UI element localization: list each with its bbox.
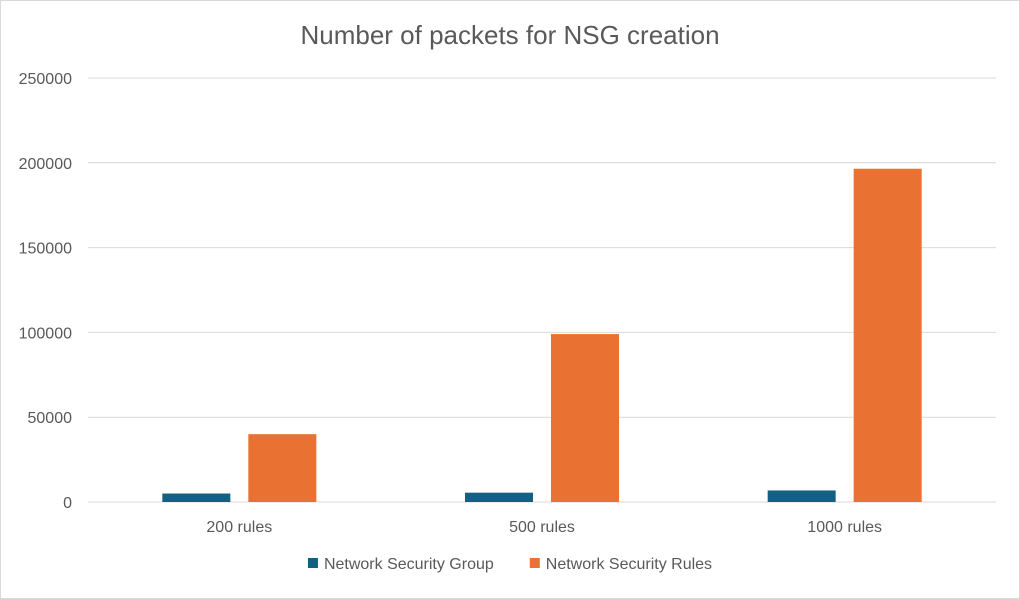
y-tick-label: 250000 — [19, 71, 72, 88]
legend-item-network-security-group[interactable]: Network Security Group — [307, 556, 494, 573]
legend-swatch — [529, 558, 540, 568]
bar-network-security-group-1000-rules — [767, 490, 836, 502]
legend-item-network-security-rules[interactable]: Network Security Rules — [529, 556, 712, 573]
x-tick-label: 200 rules — [206, 519, 272, 536]
chart-title: Number of packets for NSG creation — [300, 20, 719, 50]
bars — [162, 168, 922, 502]
gridlines — [88, 77, 996, 503]
y-axis-ticks: 0 50000 100000 150000 200000 250000 — [19, 71, 72, 512]
legend-label: Network Security Rules — [546, 556, 712, 573]
bar-network-security-rules-500-rules — [551, 334, 619, 502]
x-tick-label: 1000 rules — [807, 519, 882, 536]
legend[interactable]: Network Security Group Network Security R… — [307, 556, 712, 573]
legend-swatch — [307, 558, 318, 568]
x-tick-label: 500 rules — [509, 519, 575, 536]
bar-network-security-rules-1000-rules — [853, 168, 922, 502]
bar-network-security-rules-200-rules — [248, 434, 317, 502]
y-tick-label: 200000 — [19, 156, 72, 173]
bar-network-security-group-200-rules — [162, 493, 231, 502]
legend-label: Network Security Group — [324, 556, 494, 573]
y-tick-label: 100000 — [19, 325, 72, 342]
y-tick-label: 0 — [63, 495, 72, 512]
bar-network-security-group-500-rules — [465, 492, 533, 502]
x-axis-ticks: 200 rules 500 rules 1000 rules — [206, 519, 882, 536]
y-tick-label: 150000 — [19, 241, 72, 258]
y-tick-label: 50000 — [28, 410, 73, 427]
